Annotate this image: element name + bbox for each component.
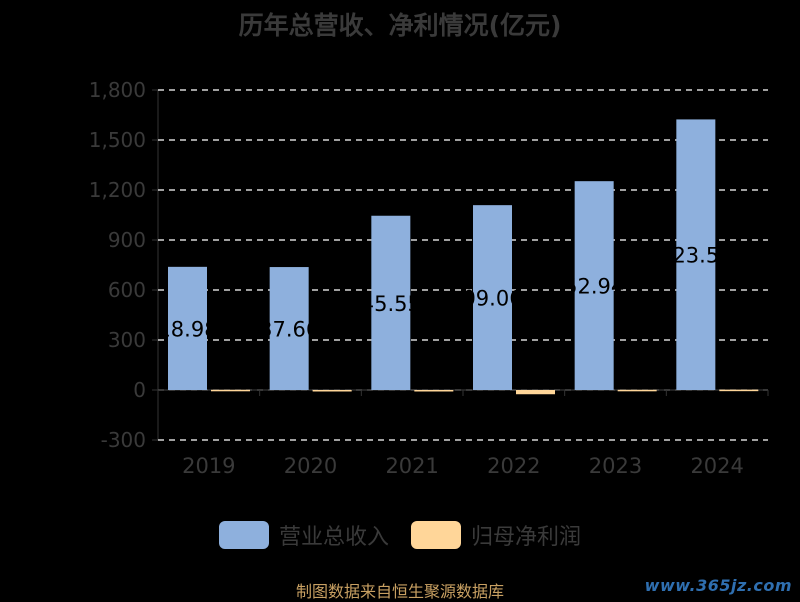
x-tick-label-2023: 2023 <box>589 454 642 478</box>
bar-net-profit-2024 <box>719 389 759 392</box>
data-label-revenue-2021: 45.55 <box>361 292 421 316</box>
legend-item-net-profit[interactable]: 归母净利润 <box>411 519 581 551</box>
legend-swatch-revenue <box>218 521 269 549</box>
x-tick-label-2020: 2020 <box>284 454 337 478</box>
legend-swatch-net-profit <box>411 521 461 549</box>
data-label-revenue-2022: 09.06 <box>462 287 522 311</box>
bar-revenue-2024 <box>676 119 716 391</box>
chart-title: 历年总营收、净利情况(亿元) <box>238 11 562 40</box>
bar-revenue-2020 <box>269 267 309 390</box>
bar-net-profit-2019 <box>211 389 250 392</box>
source-text: 制图数据来自恒生聚源数据库 <box>295 582 504 601</box>
y-tick-label-1: 0 <box>133 378 146 402</box>
bar-net-profit-2021 <box>414 390 454 392</box>
watermark: www.365jz.com <box>644 576 792 595</box>
bar-net-profit-2022 <box>516 390 555 395</box>
legend-label-revenue: 营业总收入 <box>278 525 389 550</box>
y-tick-label-7: 1,800 <box>89 78 146 102</box>
data-label-revenue-2019: 18.98 <box>157 317 217 341</box>
data-label-revenue-2020: 37.66 <box>259 318 319 342</box>
bar-revenue-2022 <box>473 205 512 390</box>
legend-label-net-profit: 归母净利润 <box>471 525 582 550</box>
x-tick-label-2021: 2021 <box>385 454 438 478</box>
bar-revenue-2023 <box>574 181 614 390</box>
y-tick-label-5: 1,200 <box>89 178 146 202</box>
bar-net-profit-2023 <box>617 389 657 392</box>
y-tick-label-6: 1,500 <box>89 128 146 152</box>
y-tick-label-2: 300 <box>108 328 146 352</box>
x-tick-label-2024: 2024 <box>690 454 743 478</box>
bar-net-profit-2020 <box>312 390 352 392</box>
x-tick-label-2019: 2019 <box>182 454 235 478</box>
data-label-revenue-2024: 23.5 <box>672 244 719 268</box>
bar-revenue-2021 <box>371 215 411 390</box>
legend: 营业总收入 归母净利润 <box>0 519 800 551</box>
data-label-revenue-2023: 52.94 <box>564 275 624 299</box>
y-tick-label-0: -300 <box>101 428 146 452</box>
legend-item-revenue[interactable]: 营业总收入 <box>218 519 389 551</box>
x-tick-label-2022: 2022 <box>487 454 540 478</box>
y-tick-label-3: 600 <box>108 278 146 302</box>
y-tick-label-4: 900 <box>108 228 146 252</box>
bar-revenue-2019 <box>168 266 207 390</box>
